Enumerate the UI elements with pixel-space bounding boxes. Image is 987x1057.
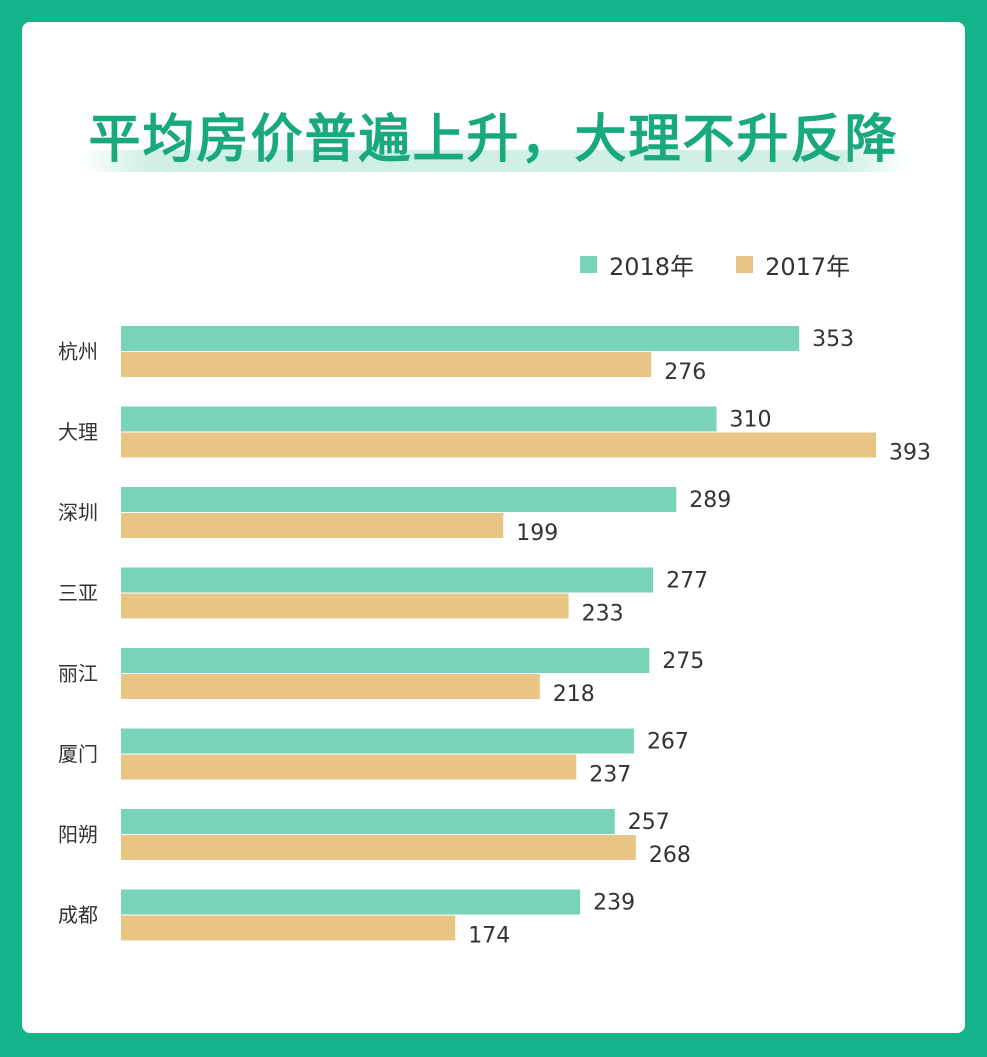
value-label-2017: 237 <box>589 763 631 788</box>
value-label-2017: 174 <box>468 924 510 949</box>
value-label-2018: 289 <box>689 488 731 513</box>
bar-2017 <box>121 674 540 699</box>
category-label: 深圳 <box>58 501 98 525</box>
category-label: 丽江 <box>58 662 98 686</box>
bar-2018 <box>121 648 650 673</box>
bar-2018 <box>121 889 581 915</box>
value-label-2017: 268 <box>649 843 691 868</box>
value-label-2017: 393 <box>889 441 931 466</box>
category-label: 成都 <box>58 903 98 927</box>
bar-2018 <box>121 728 634 754</box>
category-label: 大理 <box>58 420 98 444</box>
legend-label-2017: 2017年 <box>765 252 851 281</box>
legend-label-2018: 2018年 <box>609 252 695 281</box>
bar-2017 <box>121 513 504 538</box>
category-label: 阳朔 <box>58 823 98 847</box>
legend: 2018年 2017年 <box>580 246 892 282</box>
legend-swatch-2017 <box>736 255 754 273</box>
bar-2018 <box>121 809 615 834</box>
bar-2017 <box>121 593 569 619</box>
bar-2018 <box>121 326 800 351</box>
value-label-2018: 267 <box>647 730 689 755</box>
category-label: 厦门 <box>58 742 98 766</box>
value-label-2017: 218 <box>553 682 595 707</box>
value-label-2018: 353 <box>812 327 854 352</box>
legend-item-2018: 2018年 <box>580 247 694 282</box>
value-label-2018: 277 <box>666 569 708 594</box>
bar-2017 <box>121 754 577 780</box>
bar-2018 <box>121 406 717 432</box>
title-highlight <box>80 150 910 172</box>
bar-2017 <box>121 835 636 860</box>
bar-2018 <box>121 487 677 512</box>
category-label: 三亚 <box>58 581 98 605</box>
value-label-2017: 233 <box>582 602 624 627</box>
bar-2017 <box>121 915 456 941</box>
value-label-2018: 275 <box>662 649 704 674</box>
value-label-2018: 257 <box>628 810 670 835</box>
bar-2017 <box>121 432 876 458</box>
legend-swatch-2018 <box>580 255 597 273</box>
category-label: 杭州 <box>58 340 98 364</box>
legend-item-2017: 2017年 <box>736 247 850 282</box>
bar-2017 <box>121 352 652 377</box>
bar-2018 <box>121 567 654 593</box>
chart-title: 平均房价普遍上升，大理不升反降 <box>88 110 899 170</box>
value-label-2017: 199 <box>516 521 558 546</box>
value-label-2018: 239 <box>593 891 635 916</box>
value-label-2018: 310 <box>730 408 772 433</box>
value-label-2017: 276 <box>664 360 706 385</box>
title-wrap: 平均房价普遍上升，大理不升反降 <box>0 100 987 180</box>
